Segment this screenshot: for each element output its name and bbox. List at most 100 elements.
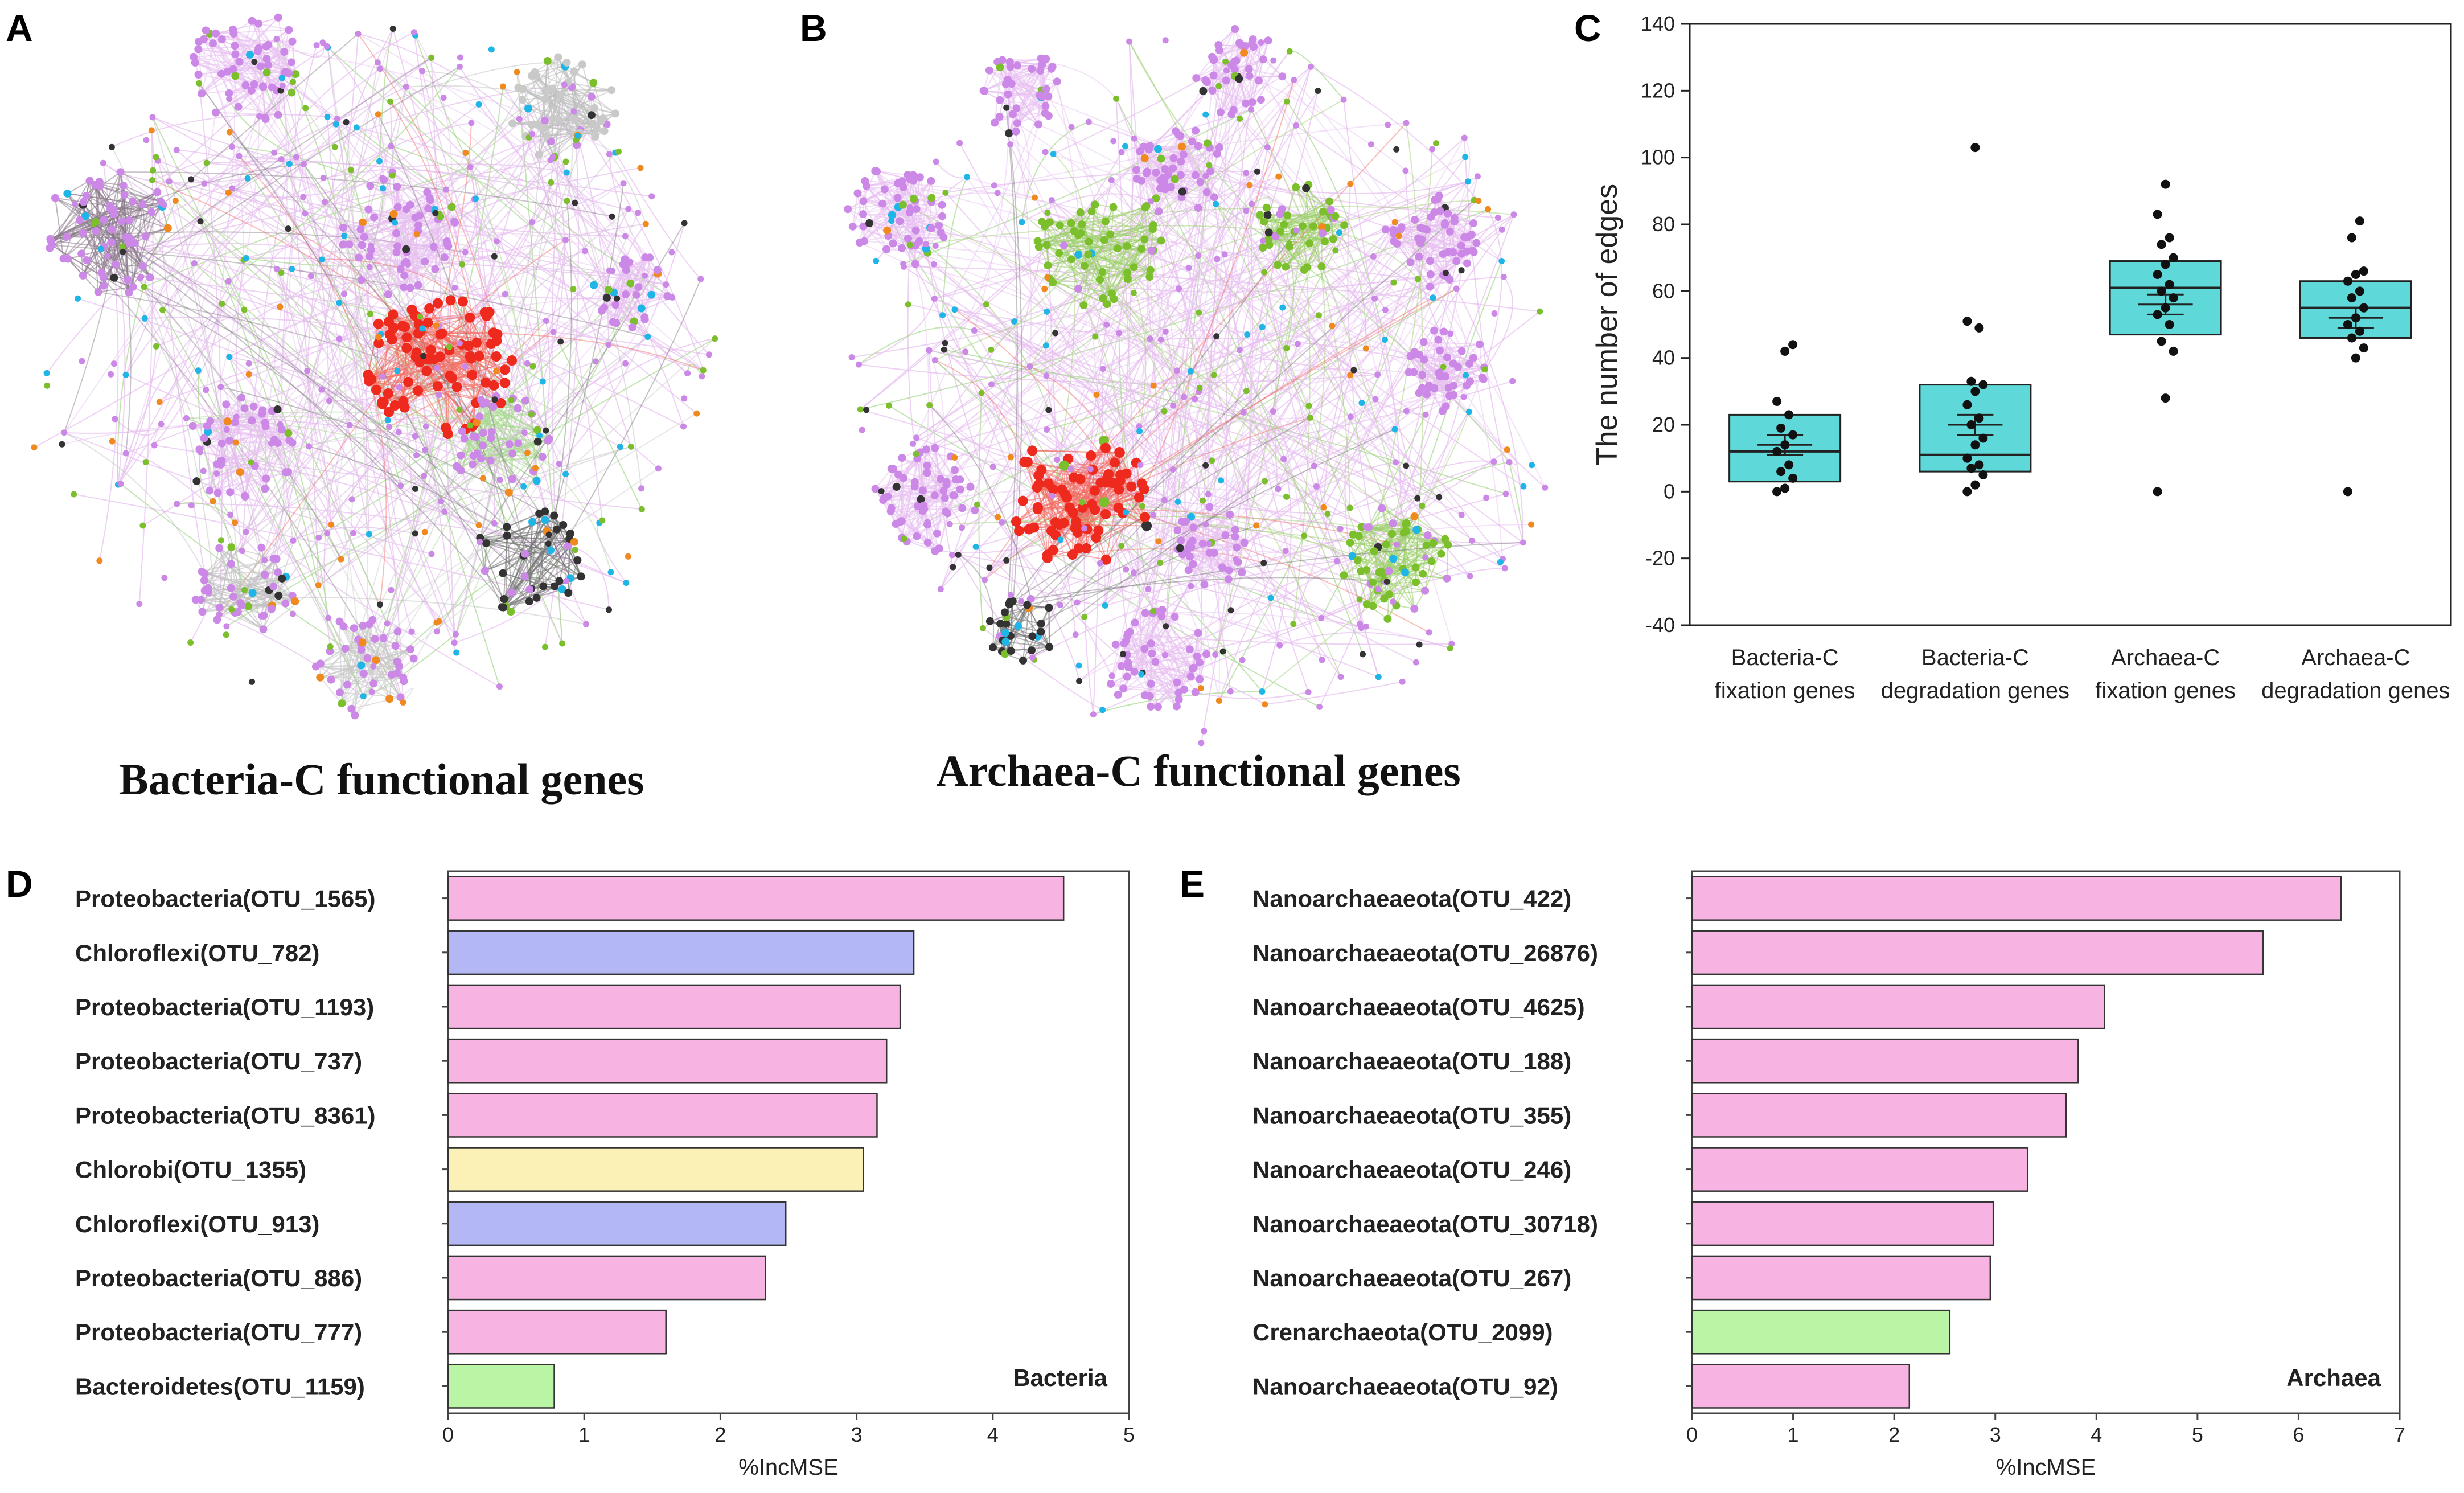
- network-node: [1245, 65, 1253, 73]
- network-node: [366, 531, 372, 538]
- network-node: [1067, 507, 1078, 518]
- network-node: [630, 317, 638, 326]
- network-node: [1410, 512, 1419, 520]
- network-node: [400, 699, 406, 706]
- network-node: [1463, 247, 1471, 256]
- network-node: [1169, 164, 1177, 173]
- network-node: [926, 401, 933, 408]
- network-node: [402, 245, 410, 253]
- network-node: [1362, 523, 1369, 530]
- network-node: [1371, 295, 1378, 302]
- network-node: [413, 452, 420, 459]
- network-node: [956, 140, 963, 146]
- network-node: [1393, 541, 1400, 548]
- network-node: [1218, 563, 1226, 572]
- network-node: [213, 616, 221, 624]
- network-node: [248, 416, 256, 425]
- network-node: [520, 483, 527, 490]
- network-node: [507, 588, 516, 597]
- network-node: [200, 576, 208, 585]
- network-node: [959, 524, 965, 531]
- network-node: [458, 296, 468, 307]
- network-node: [79, 198, 88, 206]
- network-node: [1469, 354, 1477, 362]
- network-node: [77, 249, 86, 258]
- network-node: [1187, 368, 1194, 375]
- network-node: [906, 241, 913, 248]
- network-node: [348, 496, 355, 503]
- network-node: [712, 335, 718, 342]
- network-node: [1427, 557, 1436, 565]
- network-node: [1180, 685, 1189, 694]
- network-node: [147, 208, 156, 216]
- network-node: [1044, 210, 1051, 216]
- network-node: [423, 188, 432, 196]
- network-node: [1136, 423, 1143, 430]
- network-node: [269, 554, 278, 563]
- network-node: [871, 485, 880, 493]
- data-point: [1974, 460, 1984, 470]
- network-node: [958, 504, 967, 512]
- y-tick-label: 140: [1641, 12, 1675, 35]
- network-node: [1045, 407, 1052, 413]
- network-node: [605, 342, 612, 348]
- network-node: [1054, 457, 1061, 463]
- network-node: [541, 507, 549, 516]
- network-node: [507, 355, 517, 366]
- network-node: [1465, 408, 1472, 415]
- network-node: [1214, 256, 1221, 262]
- network-archaea: [844, 25, 1549, 746]
- network-node: [1014, 622, 1022, 630]
- network-node: [332, 121, 339, 128]
- network-node: [1184, 543, 1193, 552]
- data-point: [2161, 260, 2170, 269]
- network-node: [1382, 540, 1390, 548]
- network-node: [79, 229, 87, 237]
- bar: [447, 1364, 555, 1409]
- network-node: [447, 203, 456, 211]
- network-node: [302, 105, 309, 112]
- network-node: [893, 194, 902, 202]
- network-node: [195, 367, 202, 374]
- network-node: [370, 213, 379, 222]
- network-node: [194, 71, 203, 79]
- network-node: [1463, 259, 1472, 268]
- network-node: [1238, 568, 1246, 577]
- network-node: [348, 167, 354, 173]
- network-node: [384, 407, 395, 417]
- network-node: [383, 388, 393, 399]
- network-node: [1149, 221, 1157, 229]
- network-node: [98, 245, 105, 252]
- network-node: [1393, 459, 1399, 466]
- network-node: [1099, 707, 1106, 713]
- data-point: [1772, 396, 1782, 406]
- network-node: [1390, 598, 1397, 605]
- network-node: [1041, 285, 1048, 292]
- network-node: [96, 557, 103, 564]
- network-node: [401, 332, 412, 343]
- network-node: [705, 351, 712, 358]
- network-node: [387, 98, 394, 105]
- network-node: [1081, 543, 1091, 553]
- data-point: [2355, 216, 2364, 226]
- network-node: [1235, 39, 1243, 47]
- network-node: [412, 485, 418, 492]
- network-node: [462, 150, 469, 156]
- network-node: [1501, 565, 1508, 572]
- network-node: [622, 233, 629, 240]
- network-node: [254, 44, 263, 52]
- network-node: [900, 474, 907, 482]
- network-node: [985, 617, 994, 625]
- network-node: [1147, 702, 1155, 711]
- network-node: [1093, 392, 1100, 398]
- x-tick-label: 2: [1888, 1423, 1900, 1446]
- network-node: [1235, 75, 1243, 83]
- network-node: [559, 521, 568, 529]
- network-node: [1107, 680, 1115, 688]
- network-node: [539, 378, 546, 385]
- network-node: [681, 220, 688, 227]
- network-node: [1215, 143, 1223, 151]
- network-node: [532, 477, 541, 485]
- network-node: [1450, 217, 1459, 225]
- network-node: [1354, 532, 1363, 540]
